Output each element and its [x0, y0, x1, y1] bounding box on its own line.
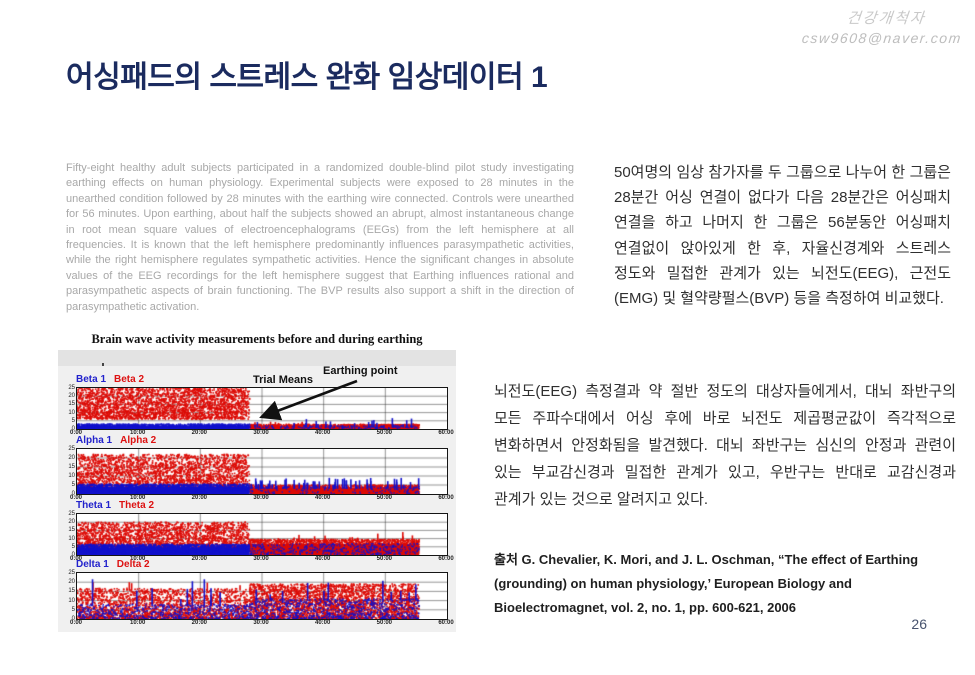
x-axis-tick: 20:00	[191, 495, 208, 501]
y-axis-tick: 5	[71, 606, 75, 613]
eeg-figure: Brain wave activity measurements before …	[58, 330, 456, 632]
y-axis-tick: 25	[68, 385, 75, 391]
eeg-scatter-canvas	[77, 573, 447, 619]
page-title: 어싱패드의 스트레스 완화 임상데이터 1	[66, 61, 548, 94]
earthing-point-label: Earthing point	[323, 365, 398, 377]
watermark-email: csw9608@naver.com	[801, 30, 963, 46]
x-axis-tick: 50:00	[376, 430, 393, 436]
y-axis-tick: 10	[68, 409, 75, 416]
band-series-labels: Beta 1 Beta 2	[76, 374, 144, 385]
x-axis-tick: 30:00	[253, 430, 269, 436]
x-axis-tick: 10:00	[129, 556, 146, 562]
watermark-signature: 건강개척자	[846, 10, 927, 27]
y-axis-tick: 25	[68, 511, 75, 517]
x-axis-tick: 60:00	[438, 556, 454, 562]
band-series-labels: Alpha 1 Alpha 2	[76, 435, 156, 446]
citation-text: 출처 G. Chevalier, K. Mori, and J. L. Osch…	[494, 552, 919, 615]
y-axis-tick: 25	[68, 570, 75, 576]
eeg-scatter-canvas	[77, 449, 447, 494]
y-axis-tick: 25	[68, 446, 75, 452]
x-axis-tick: 20:00	[191, 556, 208, 562]
x-axis-tick: 20:00	[191, 430, 208, 436]
x-axis-tick: 40:00	[314, 556, 331, 562]
series-label-red: Alpha 2	[120, 435, 157, 446]
page-number: 26	[911, 616, 927, 632]
x-axis-tick: 30:00	[253, 495, 269, 501]
y-axis-tick: 15	[68, 401, 75, 408]
x-axis-tick: 40:00	[314, 495, 331, 501]
english-abstract-text: Fifty-eight healthy adult subjects parti…	[66, 162, 574, 313]
eeg-plot: 25 20 15 10 5 0	[68, 570, 448, 622]
x-axis-tick: 0:00	[69, 495, 83, 501]
x-axis-ticks: 0:00 10:00 20:00 30:00 40:00 50:00 60:00	[70, 620, 454, 628]
series-label-red: Delta 2	[116, 559, 150, 570]
y-axis-tick: 15	[68, 527, 75, 534]
figure-artifact-dot	[102, 363, 104, 366]
x-axis-tick: 60:00	[438, 430, 454, 436]
x-axis-tick: 10:00	[129, 430, 146, 436]
band-series-labels: Theta 1 Theta 2	[76, 500, 154, 511]
eeg-plot: 25 20 15 10 5 0	[68, 511, 448, 558]
y-axis-tick: 20	[68, 519, 75, 526]
y-axis-tick: 10	[68, 535, 75, 542]
y-axis-tick: 5	[71, 482, 75, 488]
figure-title: Brain wave activity measurements before …	[91, 332, 423, 346]
y-axis-tick: 15	[68, 464, 75, 470]
x-axis-ticks: 0:00 10:00 20:00 30:00 40:00 50:00 60:00	[70, 430, 454, 438]
eeg-plot: 25 20 15 10 5 0	[68, 385, 448, 432]
trial-means-label: Trial Means	[253, 374, 313, 386]
y-axis-tick: 20	[68, 579, 75, 586]
y-axis-tick: 15	[68, 588, 75, 595]
y-axis-tick: 5	[71, 543, 75, 550]
korean-summary-1: 50여명의 임상 참가자를 두 그룹으로 나누어 한 그룹은 28분간 어싱 연…	[614, 164, 951, 308]
x-axis-tick: 60:00	[438, 495, 454, 501]
x-axis-tick: 40:00	[314, 620, 331, 626]
y-axis-tick: 10	[68, 597, 75, 604]
y-axis-tick: 0	[71, 426, 75, 432]
y-axis-tick: 20	[68, 455, 75, 461]
x-axis-ticks: 0:00 10:00 20:00 30:00 40:00 50:00 60:00	[70, 556, 454, 564]
series-label-blue: Beta 1	[76, 374, 107, 385]
x-axis-tick: 50:00	[376, 620, 393, 626]
x-axis-tick: 60:00	[438, 620, 454, 626]
y-axis-tick: 0	[71, 616, 75, 622]
x-axis-tick: 0:00	[69, 430, 83, 436]
x-axis-tick: 10:00	[129, 620, 146, 626]
x-axis-tick: 10:00	[129, 495, 146, 501]
series-label-blue: Theta 1	[76, 500, 112, 511]
x-axis-tick: 50:00	[376, 495, 393, 501]
x-axis-tick: 0:00	[69, 620, 83, 626]
band-series-labels: Delta 1 Delta 2	[76, 559, 150, 570]
y-axis-tick: 0	[71, 491, 75, 497]
eeg-plot: 25 20 15 10 5 0	[68, 446, 448, 497]
eeg-scatter-canvas	[77, 514, 447, 555]
series-label-blue: Delta 1	[76, 559, 109, 570]
x-axis-tick: 30:00	[253, 620, 269, 626]
x-axis-tick: 30:00	[253, 556, 269, 562]
y-axis-tick: 0	[71, 552, 75, 558]
y-axis-tick: 5	[71, 417, 75, 424]
x-axis-tick: 40:00	[314, 430, 331, 436]
x-axis-tick: 50:00	[376, 556, 393, 562]
watermark: 건강개척자 csw9608@naver.com	[801, 8, 963, 49]
x-axis-tick: 0:00	[69, 556, 83, 562]
x-axis-tick: 20:00	[191, 620, 208, 626]
eeg-scatter-canvas	[77, 388, 447, 429]
korean-summary-2: 뇌전도(EEG) 측정결과 약 절반 정도의 대상자들에게서, 대뇌 좌반구의 …	[494, 383, 956, 508]
figure-top-strip	[58, 350, 456, 366]
y-axis-tick: 20	[68, 393, 75, 400]
series-label-blue: Alpha 1	[76, 435, 113, 446]
series-label-red: Theta 2	[119, 500, 155, 511]
x-axis-ticks: 0:00 10:00 20:00 30:00 40:00 50:00 60:00	[70, 495, 454, 503]
y-axis-tick: 10	[68, 473, 75, 479]
series-label-red: Beta 2	[114, 374, 145, 385]
